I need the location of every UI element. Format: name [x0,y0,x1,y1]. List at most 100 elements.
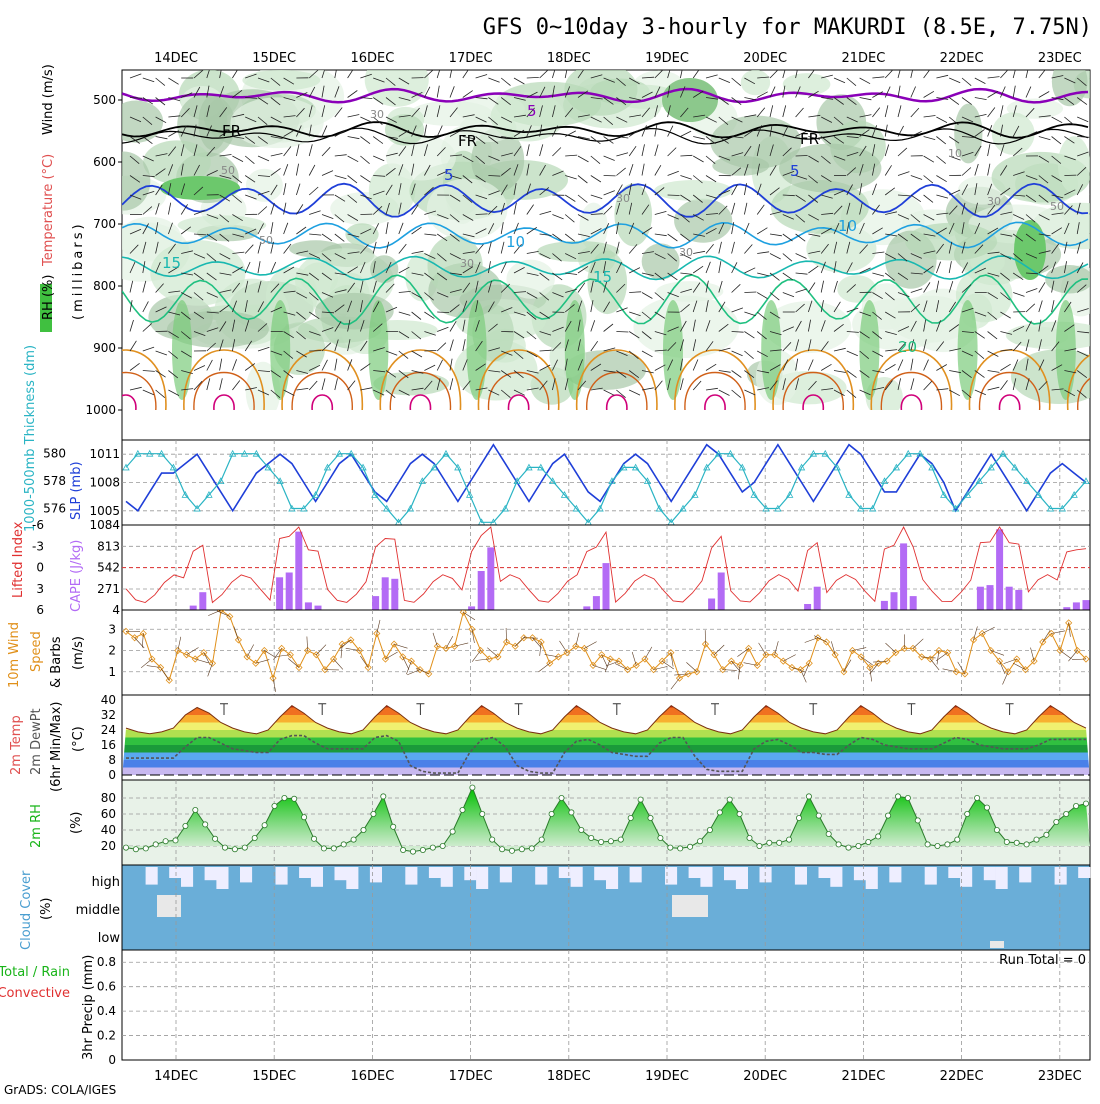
cape-bar [977,587,984,610]
rh-point [391,824,396,829]
rh-point [163,839,168,844]
wind-barb [1090,351,1099,359]
cloud-gap-high [346,867,358,889]
tick-label: 16 [101,738,116,752]
wind-barb [1090,390,1100,395]
cloud-gap-high [630,867,642,882]
rh-point [361,827,366,832]
cloud-gap-high [311,867,323,887]
tick-label: 1084 [89,518,120,532]
wind-panel: 321 10m Wind Speed & Barbs (m/s) [7,607,1090,695]
precip-label-3: 3hr Precip (mm) [81,955,96,1060]
cloud-gap-high [925,867,937,885]
cloud-gap-high [240,867,252,882]
cloud-gap-high [736,867,748,889]
rh-point [816,813,821,818]
rh-axis-label: RH (%) [41,275,56,320]
rh-point [846,845,851,850]
temp-band [122,745,1090,753]
rh-blob [242,70,320,90]
rh-point [341,842,346,847]
tick-label: 20 [101,839,116,853]
rh-point [955,837,960,842]
date-label-bottom: 15DEC [252,1069,296,1084]
rh-point [193,807,198,812]
temp-band [122,738,1090,746]
tick-label: 8 [108,753,116,767]
cloud-level-low: low [98,931,121,946]
rh-point [589,835,594,840]
rh-point [648,815,653,820]
cape-bar [478,571,485,610]
wind-barb [1090,332,1100,339]
rh-blob [654,180,732,201]
rh-point [935,843,940,848]
wind-label-4: (m/s) [71,636,86,670]
rh-point [272,803,277,808]
rh-point [311,836,316,841]
rh-point [232,847,237,852]
cape-bar [891,592,898,610]
rh-point [806,794,811,799]
cape-bar [391,579,398,610]
cloud-gap-high [984,867,996,880]
tick-label: 900 [93,341,116,355]
cloud-gap-high [889,867,901,882]
contour-label: 50 [259,234,273,247]
temp-axis-label: Temperature (°C) [41,154,56,267]
rh-point [895,794,900,799]
rh-point [886,813,891,818]
cape-bar [276,577,283,610]
rh-point [529,846,534,851]
tick-label: 0.4 [97,1004,116,1018]
rh-point [579,827,584,832]
rh-point [480,811,485,816]
cloud-level-middle: middle [76,903,120,918]
date-label-bottom: 23DEC [1038,1069,1082,1084]
cloud-gap-high [335,867,347,880]
precip-frame [122,950,1090,1060]
rh-point [757,843,762,848]
rh-point [420,847,425,852]
temp-band [122,760,1090,768]
cape-bar [286,573,293,611]
temp-label-2: 2m DewPt [29,708,44,775]
date-label-top: 21DEC [841,51,885,66]
rh-point [450,829,455,834]
cloud-gap-high [405,867,417,885]
tick-label: 500 [93,93,116,107]
rh-point [549,811,554,816]
rh-point [618,837,623,842]
rh-point [965,811,970,816]
cape-bar [987,585,994,610]
rh-point [945,842,950,847]
li-axis-label: Lifted Index [11,521,26,598]
rh-point [628,815,633,820]
rh-point [678,846,683,851]
rh-point [777,840,782,845]
tick-label: 0 [108,768,116,782]
rh-point [697,839,702,844]
rh-point [401,847,406,852]
chart-title: GFS 0~10day 3-hourly for MAKURDI (8.5E, … [483,15,1092,40]
wind-barb [1090,146,1096,156]
cape-bar [708,599,715,611]
rh-point [381,794,386,799]
wind-barb [796,156,808,157]
cloud-gap-high [1078,867,1090,878]
temp-label-4: (°C) [71,726,86,752]
cape-bar [382,577,389,610]
rh-point [351,837,356,842]
date-label-top: 23DEC [1038,51,1082,66]
rh-point [658,835,663,840]
rh-point [153,842,158,847]
cloud-gap-high [299,867,311,878]
tick-label: 40 [101,823,116,837]
date-label-top: 16DEC [350,51,394,66]
cape-bar [199,592,206,610]
rh-point [143,846,148,851]
